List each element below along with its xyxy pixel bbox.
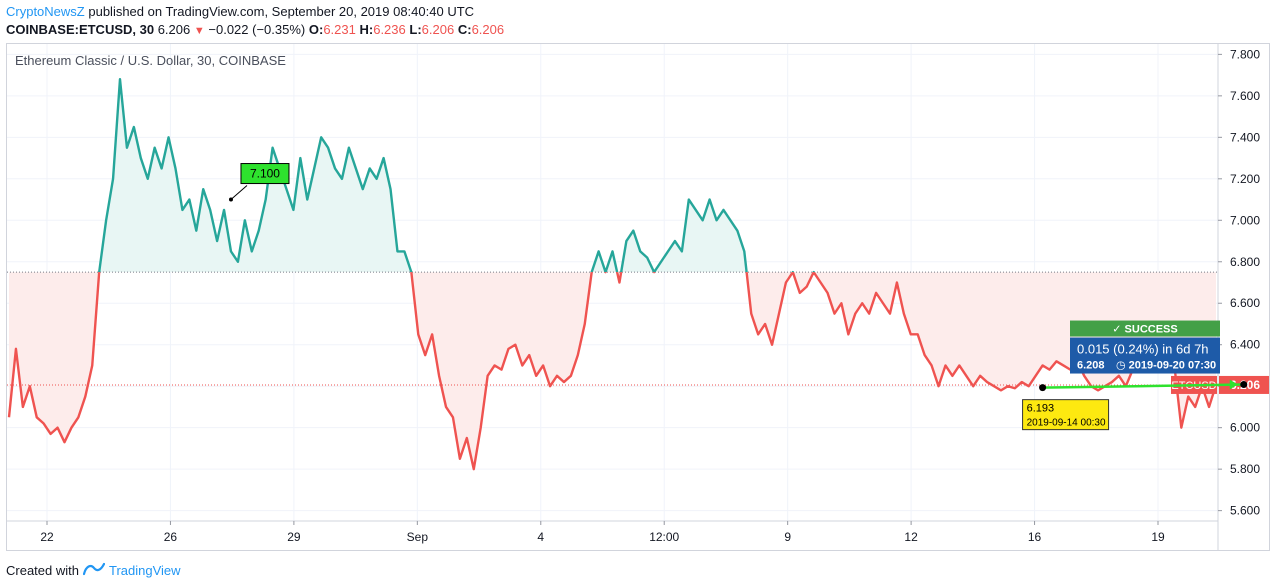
success-badge <box>1070 320 1220 337</box>
callout-pointer <box>230 185 248 200</box>
x-tick-label: 22 <box>40 530 54 544</box>
price-chart[interactable]: 7.800 7.600 7.400 7.200 7.000 6.800 6.600 6.400… <box>6 43 1270 551</box>
range-line <box>1042 383 1244 389</box>
x-tick-label: 29 <box>287 530 301 544</box>
chart-title: Ethereum Classic / U.S. Dollar, 30, COIN… <box>15 53 286 68</box>
range-arrow-icon <box>1229 379 1238 390</box>
x-tick-label: Sep <box>407 530 429 544</box>
x-tick-label: 16 <box>1028 530 1042 544</box>
open-label: O: <box>308 22 324 37</box>
y-tick-label: 7.800 <box>1230 47 1260 61</box>
published-text: published on TradingView.com, September … <box>84 4 475 19</box>
author-link[interactable]: CryptoNewsZ <box>6 4 85 19</box>
close-label: C: <box>457 22 472 37</box>
area-fills <box>7 79 1218 470</box>
y-tick-label: 7.000 <box>1230 213 1260 227</box>
area-fill-above <box>9 79 1216 273</box>
series-line-below <box>7 272 1218 471</box>
low-value: 6.206 <box>421 22 455 37</box>
y-tick-label: 5.600 <box>1230 504 1260 518</box>
y-tick-label: 7.400 <box>1230 130 1260 144</box>
y-tick-label: 6.000 <box>1230 421 1260 435</box>
callout-box <box>240 163 290 185</box>
open-value: 6.231 <box>323 22 356 37</box>
range-info-box <box>1070 337 1220 374</box>
range-change-label: 0.015 (0.24%) in 6d 7h <box>1077 342 1209 357</box>
y-tick-label: 6.400 <box>1230 338 1260 352</box>
price-line <box>7 78 1218 471</box>
tradingview-link[interactable]: TradingView <box>108 563 181 578</box>
ohlc-line: COINBASE:ETCUSD, 30 6.206 ▼ −0.022 (−0.3… <box>6 22 504 37</box>
footer: Created with TradingView <box>6 562 181 579</box>
x-axis: 22 26 29 Sep 4 12:00 9 12 16 19 <box>6 520 1218 544</box>
range-start-price: 6.193 <box>1027 403 1055 415</box>
created-with-text: Created with <box>6 563 79 578</box>
high-label: H: <box>359 22 374 37</box>
low-label: L: <box>409 22 422 37</box>
range-end-price: 6.208 <box>1077 360 1105 372</box>
chart-frame[interactable]: 7.800 7.600 7.400 7.200 7.000 6.800 6.600 6.400… <box>6 43 1270 551</box>
tradingview-logo-icon[interactable] <box>82 562 106 579</box>
range-start-point <box>1039 384 1047 392</box>
change-text: −0.022 (−0.35%) <box>208 22 306 37</box>
x-tick-label: 26 <box>164 530 178 544</box>
x-tick-label: 4 <box>537 530 544 544</box>
y-tick-label: 6.800 <box>1230 255 1260 269</box>
y-tick-label: 6.600 <box>1230 296 1260 310</box>
series-line-above <box>97 78 816 273</box>
last-price-text: 6.206 <box>157 22 191 37</box>
y-tick-label: 7.200 <box>1230 172 1260 186</box>
symbol-interval: COINBASE:ETCUSD, 30 <box>6 22 155 37</box>
callout-anchor <box>228 197 233 202</box>
high-value: 6.236 <box>373 22 406 37</box>
x-tick-label: 12 <box>904 530 918 544</box>
callout-label: 7.100 <box>250 167 280 181</box>
area-fill-below <box>9 272 1216 470</box>
publish-info: CryptoNewsZ published on TradingView.com… <box>6 4 474 19</box>
range-end-point <box>1240 381 1248 389</box>
x-tick-label: 12:00 <box>649 530 679 544</box>
y-tick-label: 7.600 <box>1230 89 1260 103</box>
y-axis: 7.800 7.600 7.400 7.200 7.000 6.800 6.600 6.400… <box>1217 43 1269 551</box>
success-label: ✓ SUCCESS <box>1112 324 1177 336</box>
y-tick-label: 5.800 <box>1230 462 1260 476</box>
down-arrow-icon: ▼ <box>193 25 205 37</box>
x-tick-label: 19 <box>1151 530 1165 544</box>
range-start-tag <box>1022 399 1110 431</box>
x-tick-label: 9 <box>784 530 791 544</box>
range-start-date: 2019-09-14 00:30 <box>1027 418 1106 429</box>
range-end-date: ◷ 2019-09-20 07:30 <box>1116 360 1216 372</box>
close-value: 6.206 <box>471 22 505 37</box>
